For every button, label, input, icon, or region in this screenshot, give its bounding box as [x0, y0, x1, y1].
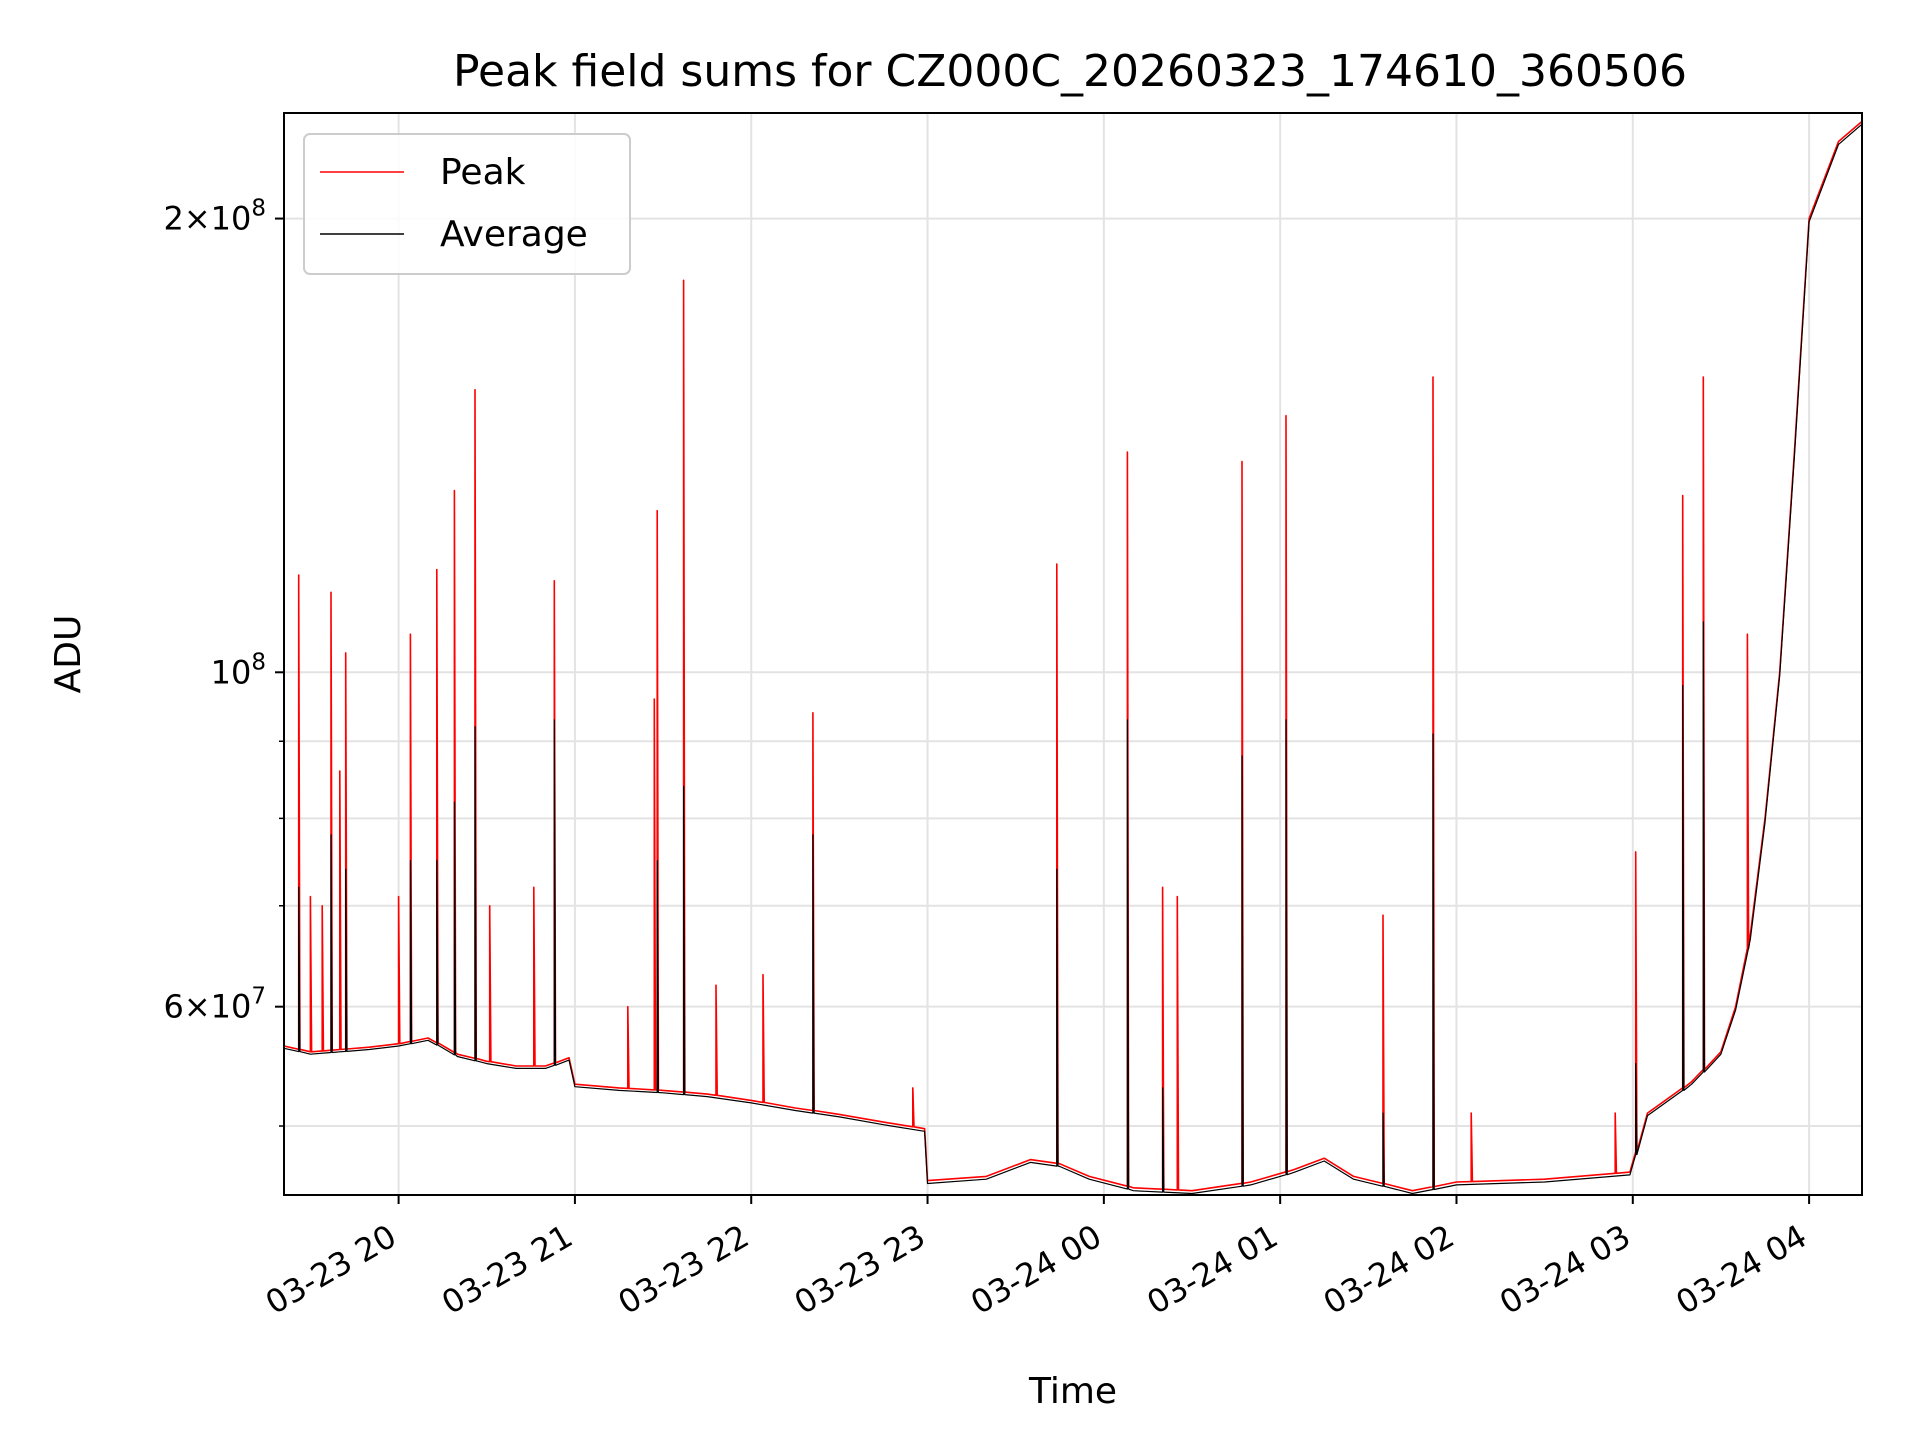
chart-title: Peak field sums for CZ000C_20260323_1746… — [453, 46, 1687, 97]
plot-frame — [283, 112, 1863, 1196]
x-tick-label: 03-24 02 — [1317, 1217, 1461, 1322]
plot-series — [283, 120, 1863, 1195]
y-tick-label: 6×107 — [163, 984, 266, 1026]
x-axis-title: Time — [1028, 1371, 1117, 1412]
x-tick-label: 03-23 21 — [435, 1217, 579, 1322]
x-tick-label: 03-24 03 — [1493, 1217, 1637, 1322]
x-tick-label: 03-23 20 — [259, 1217, 403, 1322]
grid — [284, 113, 1862, 1195]
legend-box — [303, 133, 631, 275]
x-tick-label: 03-24 00 — [964, 1217, 1108, 1322]
x-tick-label: 03-24 01 — [1141, 1217, 1285, 1322]
legend: Peak Average — [303, 133, 631, 275]
legend-label-average: Average — [440, 214, 588, 255]
series-line-average — [283, 123, 1863, 1195]
y-tick-label: 108 — [211, 649, 266, 691]
x-tick-label: 03-24 04 — [1670, 1217, 1814, 1322]
x-tick-label: 03-23 22 — [612, 1217, 756, 1322]
y-axis-title: ADU — [48, 615, 89, 694]
y-tick-label: 2×108 — [163, 196, 266, 238]
series-line-peak — [283, 120, 1863, 1192]
x-tick-label: 03-23 23 — [788, 1217, 932, 1322]
legend-label-peak: Peak — [440, 152, 526, 193]
